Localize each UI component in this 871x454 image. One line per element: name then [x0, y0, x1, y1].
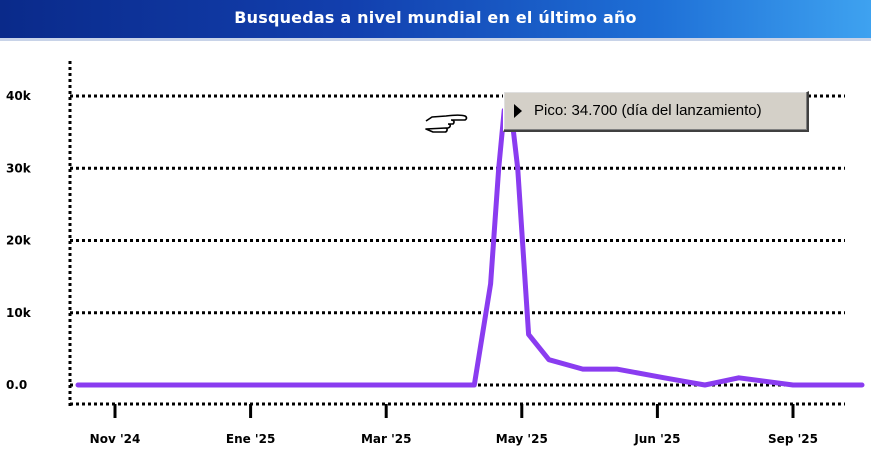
- y-tick-label: 0.0: [6, 378, 27, 392]
- line-chart: 0.0 10k 20k 30k 40k Nov '24 Ene '25 Mar '25 May …: [6, 61, 865, 446]
- pointing-hand-icon: [425, 114, 468, 133]
- peak-tooltip-text: Pico: 34.700 (día del lanzamiento): [534, 102, 762, 119]
- chart-title: Busquedas a nivel mundial en el último a…: [234, 8, 637, 27]
- y-tick-label: 20k: [6, 234, 32, 248]
- series-line: [75, 107, 865, 388]
- triangle-right-icon: [514, 104, 522, 118]
- y-tick-label: 10k: [6, 306, 32, 320]
- series-layer: [75, 107, 865, 388]
- y-tick-label: 40k: [6, 89, 32, 103]
- x-tick-label: Mar '25: [361, 432, 412, 446]
- x-tick-label: Sep '25: [768, 432, 818, 446]
- tick-label-layer: 0.0 10k 20k 30k 40k Nov '24 Ene '25 Mar '25 May …: [6, 89, 818, 446]
- chart-title-bar: Busquedas a nivel mundial en el último a…: [0, 0, 871, 38]
- x-tick-label: Nov '24: [90, 432, 141, 446]
- title-bar-edge: [0, 38, 871, 41]
- peak-tooltip: Pico: 34.700 (día del lanzamiento): [503, 91, 809, 132]
- axis-layer: [68, 61, 845, 418]
- y-tick-label: 30k: [6, 161, 32, 175]
- x-tick-label: Jun '25: [633, 432, 680, 446]
- x-tick-label: Ene '25: [226, 432, 275, 446]
- x-tick-label: May '25: [496, 432, 548, 446]
- grid-layer: [70, 94, 845, 387]
